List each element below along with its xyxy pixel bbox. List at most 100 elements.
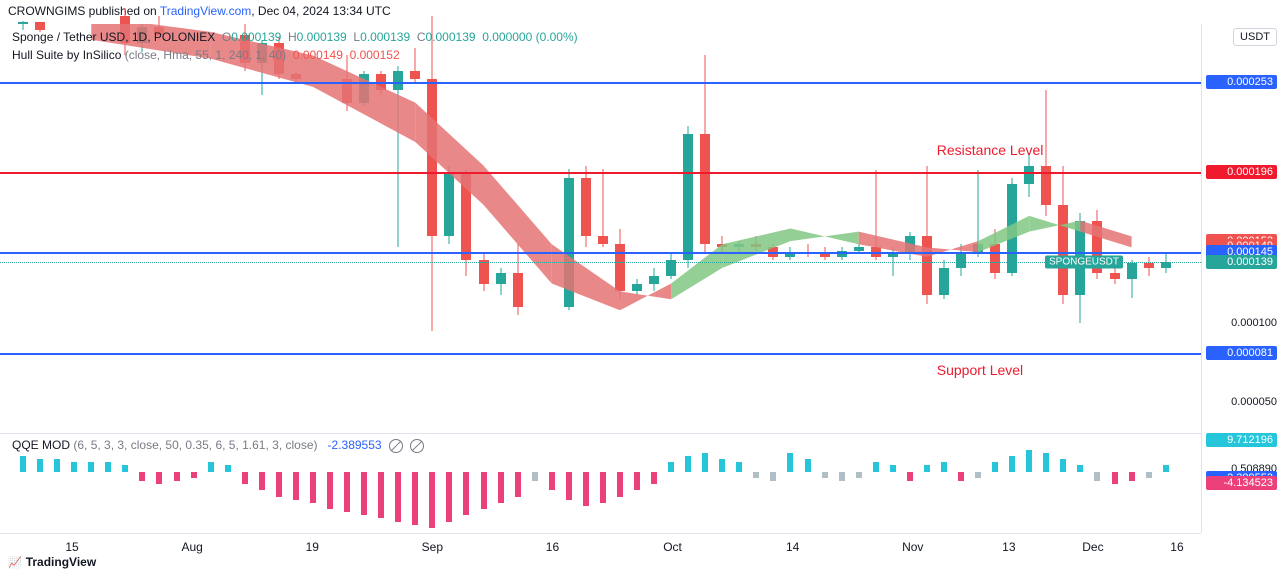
tradingview-logo[interactable]: TradingView [8, 555, 96, 569]
histogram-bar [549, 472, 555, 491]
time-tick: Nov [902, 540, 923, 554]
histogram-bar [1009, 456, 1015, 472]
time-axis[interactable]: 15Aug19Sep16Oct14Nov13Dec16 [0, 533, 1201, 573]
histogram-bar [600, 472, 606, 503]
histogram-bar [1094, 472, 1100, 481]
candlestick[interactable] [562, 169, 576, 311]
histogram-bar [753, 472, 759, 478]
horizontal-line[interactable] [0, 252, 1201, 254]
candlestick[interactable] [937, 260, 951, 299]
histogram-bar [787, 453, 793, 472]
candlestick[interactable] [903, 232, 917, 260]
time-tick: 16 [1170, 540, 1183, 554]
time-tick: Aug [181, 540, 202, 554]
hull-val1: 0.000149 [293, 48, 343, 62]
candlestick[interactable] [459, 169, 473, 276]
candlestick[interactable] [1125, 260, 1139, 298]
histogram-bar [1043, 453, 1049, 472]
candlestick[interactable] [664, 252, 678, 279]
qqe-axis[interactable]: 9.7121960.508890-2.389553-4.134523 [1201, 433, 1281, 533]
candlestick[interactable] [494, 268, 508, 295]
histogram-bar [668, 462, 674, 471]
candlestick[interactable] [681, 126, 695, 268]
ohlc-o-label: O [222, 30, 231, 44]
histogram-bar [907, 472, 913, 481]
histogram-bar [839, 472, 845, 481]
histogram-bar [208, 462, 214, 471]
candlestick[interactable] [920, 166, 934, 304]
time-tick: 19 [306, 540, 319, 554]
histogram-bar [310, 472, 316, 503]
ticker-interval: 1D [132, 30, 147, 44]
chart-annotation[interactable]: Support Level [937, 362, 1023, 378]
time-tick: Oct [663, 540, 682, 554]
candlestick[interactable] [954, 244, 968, 275]
time-tick: 16 [546, 540, 559, 554]
horizontal-line[interactable] [0, 172, 1201, 174]
histogram-bar [651, 472, 657, 485]
histogram-bar [1129, 472, 1135, 481]
candlestick[interactable] [971, 170, 985, 257]
candlestick[interactable] [1022, 153, 1036, 197]
ohlc-open: 0.000139 [231, 30, 281, 44]
candlestick[interactable] [715, 236, 729, 252]
histogram-bar [532, 472, 538, 481]
candlestick[interactable] [1090, 210, 1104, 279]
hull-params: (close, Hma, 55, 1, 240, 1, 40) [125, 48, 286, 62]
candlestick[interactable] [596, 169, 610, 248]
histogram-bar [822, 472, 828, 478]
time-tick: Sep [422, 540, 443, 554]
histogram-bar [37, 459, 43, 472]
price-tick: 0.000139 [1206, 255, 1277, 269]
histogram-bar [446, 472, 452, 522]
histogram-bar [105, 462, 111, 471]
candlestick[interactable] [630, 279, 644, 295]
ticker-legend: Sponge / Tether USD, 1D, POLONIEX O0.000… [12, 28, 578, 64]
candlestick[interactable] [579, 166, 593, 248]
candlestick[interactable] [613, 229, 627, 300]
candlestick[interactable] [1056, 166, 1070, 304]
candlestick[interactable] [732, 241, 746, 252]
qqe-name: QQE MOD [12, 438, 70, 452]
time-tick: 14 [786, 540, 799, 554]
histogram-bar [174, 472, 180, 481]
candlestick[interactable] [477, 252, 491, 291]
symbol-badge: SPONGEUSDT [1045, 255, 1123, 268]
histogram-bar [20, 456, 26, 472]
indicator-axis-tick: -4.134523 [1206, 476, 1277, 490]
horizontal-line[interactable] [0, 82, 1201, 84]
candlestick[interactable] [357, 71, 371, 106]
visibility-icon[interactable] [389, 439, 403, 453]
publish-header: CROWNGIMS published on TradingView.com, … [0, 0, 1281, 24]
candlestick[interactable] [391, 66, 405, 247]
candlestick[interactable] [869, 170, 883, 260]
time-tick: Dec [1082, 540, 1103, 554]
candlestick[interactable] [698, 55, 712, 252]
price-axis[interactable]: USDT 0.0002530.0001960.0001520.0001490.0… [1201, 24, 1281, 433]
histogram-bar [191, 472, 197, 478]
main-chart-pane[interactable]: Sponge / Tether USD, 1D, POLONIEX O0.000… [0, 24, 1201, 433]
histogram-bar [88, 462, 94, 471]
histogram-bar [890, 465, 896, 471]
qqe-indicator-pane[interactable]: QQE MOD (6, 5, 3, 3, close, 50, 0.35, 6,… [0, 433, 1201, 533]
hull-name: Hull Suite by InSilico [12, 48, 121, 62]
candlestick[interactable] [511, 244, 525, 315]
site-link[interactable]: TradingView.com [160, 4, 251, 18]
candlestick[interactable] [442, 166, 456, 245]
candlestick[interactable] [647, 268, 661, 292]
histogram-bar [1060, 459, 1066, 472]
publisher-name: CROWNGIMS [8, 4, 85, 18]
candlestick[interactable] [801, 244, 815, 257]
quote-currency-badge[interactable]: USDT [1233, 28, 1277, 46]
chart-annotation[interactable]: Resistance Level [937, 142, 1044, 158]
histogram-bar [412, 472, 418, 525]
ohlc-low: 0.000139 [360, 30, 410, 44]
candlestick[interactable] [1142, 257, 1156, 276]
histogram-bar [685, 456, 691, 472]
histogram-bar [702, 453, 708, 472]
visibility-icon[interactable] [410, 439, 424, 453]
horizontal-line[interactable] [0, 353, 1201, 355]
candlestick[interactable] [749, 236, 763, 250]
histogram-bar [259, 472, 265, 491]
histogram-bar [344, 472, 350, 513]
